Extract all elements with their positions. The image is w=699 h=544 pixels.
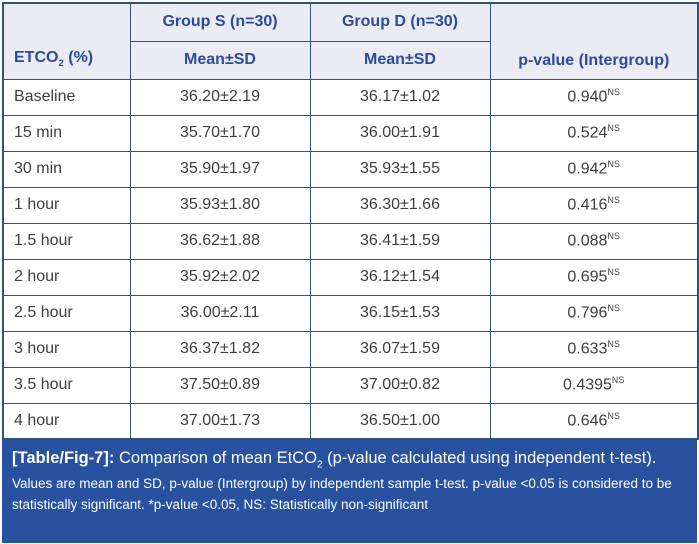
p-value-cell: 0.695NS <box>489 258 699 296</box>
p-value: 0.524 <box>567 124 608 142</box>
significance-marker: NS <box>607 411 621 422</box>
group-s-value: 35.93±1.80 <box>129 186 311 224</box>
table-row: 2.5 hour 36.00±2.11 36.15±1.53 0.796NS <box>2 294 699 332</box>
p-value-cell: 0.940NS <box>489 78 699 116</box>
caption-subscript: 2 <box>317 459 323 471</box>
group-s-value: 37.00±1.73 <box>129 402 311 440</box>
table-row: 1.5 hour 36.62±1.88 36.41±1.59 0.088NS <box>2 222 699 260</box>
table-row: 2 hour 35.92±2.02 36.12±1.54 0.695NS <box>2 258 699 296</box>
p-value: 0.4395 <box>562 376 612 394</box>
significance-marker: NS <box>607 195 621 206</box>
column-header-group-s: Group S (n=30) <box>129 2 311 42</box>
group-s-value: 36.20±2.19 <box>129 78 311 116</box>
group-d-value: 36.12±1.54 <box>309 258 491 296</box>
table-row: 3.5 hour 37.50±0.89 37.00±0.82 0.4395NS <box>2 366 699 404</box>
etco2-comparison-table: ETCO2 (%) Group S (n=30) Group D (n=30) … <box>2 2 699 440</box>
column-header-group-d: Group D (n=30) <box>309 2 491 42</box>
table-row: 30 min 35.90±1.97 35.93±1.55 0.942NS <box>2 150 699 188</box>
group-d-value: 36.17±1.02 <box>309 78 491 116</box>
p-value-cell: 0.4395NS <box>489 366 699 404</box>
p-value: 0.940 <box>567 88 608 106</box>
significance-marker: NS <box>607 231 621 242</box>
p-value: 0.646 <box>567 412 608 430</box>
table-caption-footer: [Table/Fig-7]: Comparison of mean EtCO2 … <box>2 440 697 543</box>
group-s-value: 36.62±1.88 <box>129 222 311 260</box>
significance-marker: NS <box>607 159 621 170</box>
group-d-value: 36.07±1.59 <box>309 330 491 368</box>
p-value-cell: 0.796NS <box>489 294 699 332</box>
table-row: 1 hour 35.93±1.80 36.30±1.66 0.416NS <box>2 186 699 224</box>
row-label: 30 min <box>2 150 131 188</box>
row-label: 1 hour <box>2 186 131 224</box>
p-value: 0.796 <box>567 304 608 322</box>
row-label: Baseline <box>2 78 131 116</box>
group-s-value: 35.70±1.70 <box>129 114 311 152</box>
etco2-label: ETCO <box>14 49 59 67</box>
group-d-value: 35.93±1.55 <box>309 150 491 188</box>
p-value-cell: 0.646NS <box>489 402 699 440</box>
group-d-value: 37.00±0.82 <box>309 366 491 404</box>
etco2-subscript: 2 <box>58 58 64 70</box>
table-figure-number: [Table/Fig-7]: <box>12 449 115 467</box>
column-subheader-mean-sd-s: Mean±SD <box>129 40 311 80</box>
group-s-value: 35.92±2.02 <box>129 258 311 296</box>
group-d-value: 36.15±1.53 <box>309 294 491 332</box>
column-header-p-value: p-value (Intergroup) <box>489 2 699 80</box>
p-value: 0.416 <box>567 196 608 214</box>
p-value: 0.695 <box>567 268 608 286</box>
row-label: 4 hour <box>2 402 131 440</box>
p-value-cell: 0.942NS <box>489 150 699 188</box>
p-value-cell: 0.088NS <box>489 222 699 260</box>
significance-marker: NS <box>611 375 625 386</box>
group-s-value: 36.37±1.82 <box>129 330 311 368</box>
row-label: 3 hour <box>2 330 131 368</box>
p-value: 0.633 <box>567 340 608 358</box>
p-value: 0.942 <box>567 160 608 178</box>
group-d-value: 36.50±1.00 <box>309 402 491 440</box>
table-row: Baseline 36.20±2.19 36.17±1.02 0.940NS <box>2 78 699 116</box>
statistical-notes: Values are mean and SD, p-value (Intergr… <box>12 475 672 512</box>
p-value-cell: 0.524NS <box>489 114 699 152</box>
group-s-value: 37.50±0.89 <box>129 366 311 404</box>
significance-marker: NS <box>607 123 621 134</box>
caption-text-pre: Comparison of mean EtCO <box>114 449 318 467</box>
table-row: 15 min 35.70±1.70 36.00±1.91 0.524NS <box>2 114 699 152</box>
group-d-value: 36.41±1.59 <box>309 222 491 260</box>
table-caption: [Table/Fig-7]: Comparison of mean EtCO2 … <box>12 447 672 472</box>
significance-marker: NS <box>607 87 621 98</box>
etco2-unit: (%) <box>63 49 94 67</box>
significance-marker: NS <box>607 339 621 350</box>
p-value-cell: 0.416NS <box>489 186 699 224</box>
table-row: 3 hour 36.37±1.82 36.07±1.59 0.633NS <box>2 330 699 368</box>
significance-marker: NS <box>607 303 621 314</box>
row-label: 1.5 hour <box>2 222 131 260</box>
column-header-etco2: ETCO2 (%) <box>2 2 131 80</box>
group-d-value: 36.00±1.91 <box>309 114 491 152</box>
row-label: 15 min <box>2 114 131 152</box>
header-row-groups: ETCO2 (%) Group S (n=30) Group D (n=30) … <box>2 2 699 80</box>
table-row: 4 hour 37.00±1.73 36.50±1.00 0.646NS <box>2 402 699 440</box>
p-value: 0.088 <box>567 232 608 250</box>
row-label: 2 hour <box>2 258 131 296</box>
row-label: 3.5 hour <box>2 366 131 404</box>
row-label: 2.5 hour <box>2 294 131 332</box>
p-value-cell: 0.633NS <box>489 330 699 368</box>
group-s-value: 36.00±2.11 <box>129 294 311 332</box>
group-s-value: 35.90±1.97 <box>129 150 311 188</box>
group-d-value: 36.30±1.66 <box>309 186 491 224</box>
significance-marker: NS <box>607 267 621 278</box>
header-row-meansd: Mean±SD Mean±SD <box>3 40 698 80</box>
caption-text-post: (p-value calculated using independent t-… <box>322 449 657 467</box>
column-subheader-mean-sd-d: Mean±SD <box>309 40 491 80</box>
